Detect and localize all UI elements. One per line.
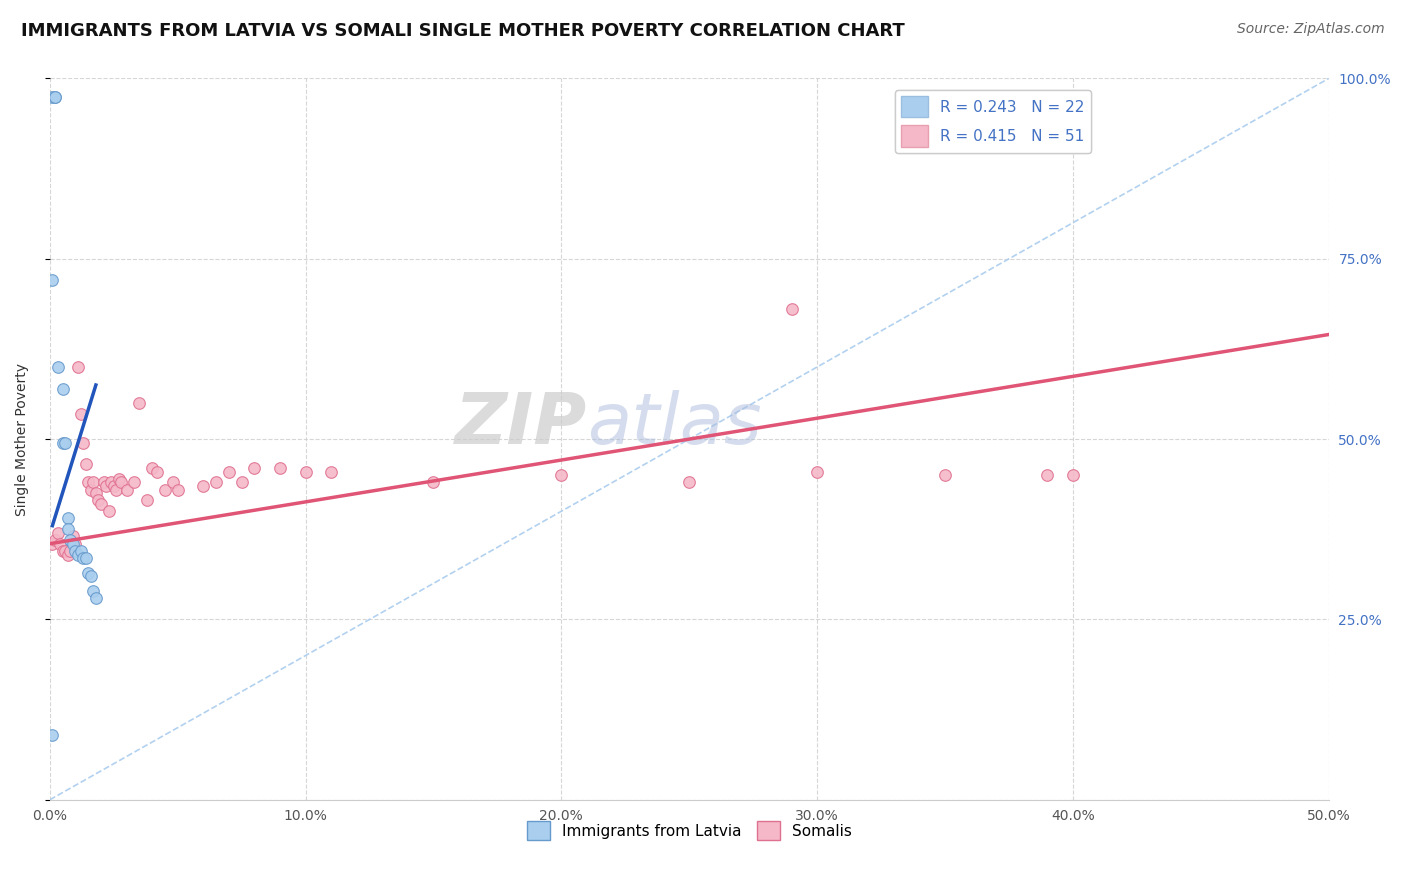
Point xyxy=(77,566,100,580)
Point xyxy=(62,537,84,551)
Point xyxy=(46,359,69,374)
Point xyxy=(41,89,63,103)
Point xyxy=(69,544,91,558)
Point xyxy=(82,475,104,490)
Point xyxy=(136,493,159,508)
Point xyxy=(66,548,89,562)
Point xyxy=(80,483,103,497)
Point xyxy=(193,479,215,493)
Legend: R = 0.243   N = 22, R = 0.415   N = 51: R = 0.243 N = 22, R = 0.415 N = 51 xyxy=(894,90,1091,153)
Point xyxy=(205,475,228,490)
Point xyxy=(56,511,79,525)
Text: atlas: atlas xyxy=(586,390,762,459)
Point xyxy=(62,529,84,543)
Point xyxy=(90,497,112,511)
Point xyxy=(162,475,184,490)
Point xyxy=(1062,468,1084,483)
Point xyxy=(422,475,444,490)
Point xyxy=(218,465,240,479)
Point xyxy=(41,537,63,551)
Point xyxy=(84,591,107,605)
Point xyxy=(122,475,145,490)
Point xyxy=(94,479,117,493)
Point xyxy=(52,544,75,558)
Point xyxy=(75,458,97,472)
Point xyxy=(105,483,128,497)
Text: Source: ZipAtlas.com: Source: ZipAtlas.com xyxy=(1237,22,1385,37)
Point xyxy=(53,544,76,558)
Point xyxy=(59,533,82,547)
Point xyxy=(46,525,69,540)
Point xyxy=(44,89,66,103)
Point xyxy=(82,583,104,598)
Point xyxy=(321,465,343,479)
Point xyxy=(108,472,131,486)
Point xyxy=(56,522,79,536)
Point xyxy=(1036,468,1059,483)
Point xyxy=(53,435,76,450)
Point xyxy=(100,475,122,490)
Point xyxy=(110,475,132,490)
Text: IMMIGRANTS FROM LATVIA VS SOMALI SINGLE MOTHER POVERTY CORRELATION CHART: IMMIGRANTS FROM LATVIA VS SOMALI SINGLE … xyxy=(21,22,905,40)
Point xyxy=(93,475,115,490)
Point xyxy=(66,359,89,374)
Point xyxy=(166,483,188,497)
Point xyxy=(80,569,103,583)
Point xyxy=(115,483,138,497)
Point xyxy=(59,544,82,558)
Point xyxy=(87,493,110,508)
Point xyxy=(128,396,150,410)
Point xyxy=(806,465,828,479)
Point xyxy=(44,533,66,547)
Point xyxy=(41,273,63,287)
Point xyxy=(103,479,125,493)
Point xyxy=(52,382,75,396)
Point xyxy=(141,461,163,475)
Point xyxy=(97,504,120,518)
Y-axis label: Single Mother Poverty: Single Mother Poverty xyxy=(15,363,30,516)
Point xyxy=(269,461,291,475)
Point xyxy=(77,475,100,490)
Text: ZIP: ZIP xyxy=(454,390,586,459)
Point xyxy=(146,465,169,479)
Point xyxy=(243,461,266,475)
Point xyxy=(44,89,66,103)
Point xyxy=(934,468,956,483)
Point xyxy=(84,486,107,500)
Point xyxy=(153,483,176,497)
Point xyxy=(65,544,87,558)
Point xyxy=(41,728,63,742)
Point xyxy=(65,537,87,551)
Point xyxy=(72,551,94,566)
Point xyxy=(72,435,94,450)
Point xyxy=(678,475,700,490)
Point xyxy=(780,302,803,317)
Point xyxy=(550,468,572,483)
Point xyxy=(56,548,79,562)
Point xyxy=(75,551,97,566)
Point xyxy=(49,537,72,551)
Point xyxy=(52,435,75,450)
Point xyxy=(231,475,253,490)
Point xyxy=(69,407,91,421)
Point xyxy=(294,465,316,479)
